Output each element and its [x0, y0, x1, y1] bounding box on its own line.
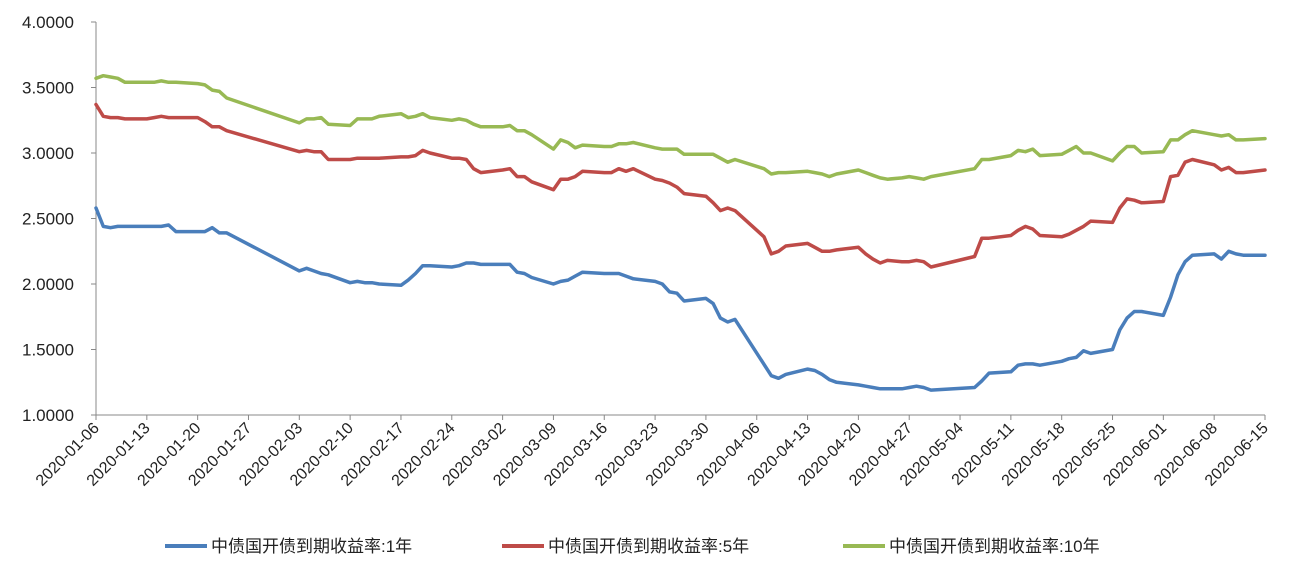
series-line-1	[94, 206, 1267, 392]
series-lines	[94, 73, 1267, 392]
y-axis-ticks: 1.0000 1.5000 2.0000 2.5000 3.0000 3.5000 4.00…	[22, 13, 96, 425]
legend-label-2: 中债国开债到期收益率:5年	[548, 537, 749, 556]
series-line-3	[94, 73, 1267, 181]
y-tick-label: 4.0000	[22, 13, 74, 32]
legend-label-1: 中债国开债到期收益率:1年	[211, 537, 412, 556]
y-tick-label: 3.5000	[22, 79, 74, 98]
series-line-2	[94, 102, 1267, 269]
y-tick-label: 2.5000	[22, 210, 74, 229]
y-tick-label: 3.0000	[22, 144, 74, 163]
y-tick-label: 2.0000	[22, 275, 74, 294]
x-axis-ticks: 2020-01-062020-01-132020-01-202020-01-27…	[33, 415, 1272, 490]
chart-axes	[95, 22, 1265, 416]
y-tick-label: 1.5000	[22, 341, 74, 360]
chart-legend: 中债国开债到期收益率:1年 中债国开债到期收益率:5年 中债国开债到期收益率:10年	[165, 537, 1100, 556]
legend-label-3: 中债国开债到期收益率:10年	[889, 537, 1100, 556]
y-tick-label: 1.0000	[22, 406, 74, 425]
